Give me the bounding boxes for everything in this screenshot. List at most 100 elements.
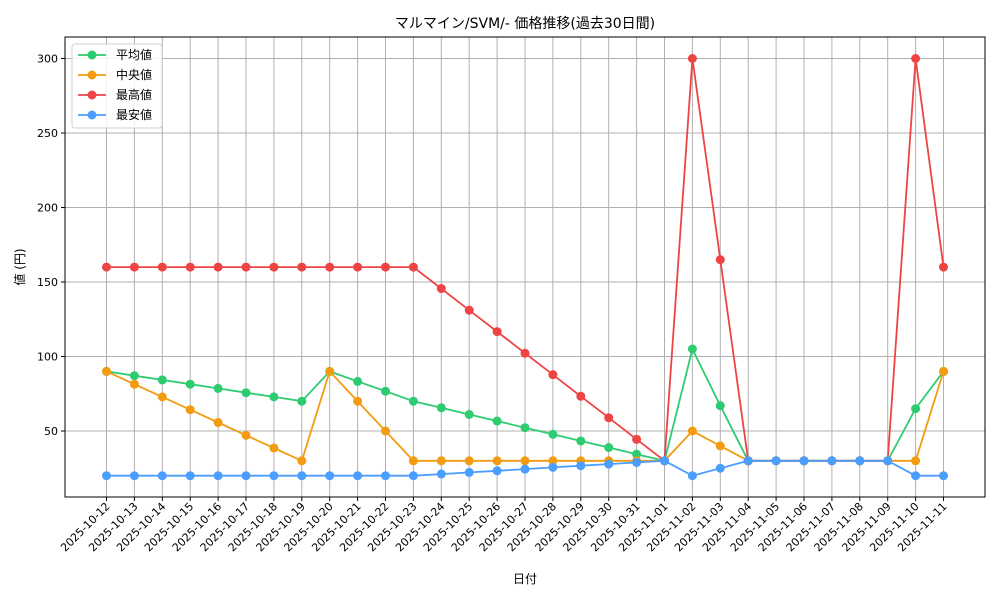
data-point — [129, 379, 139, 389]
data-point — [213, 262, 223, 272]
data-point — [408, 396, 418, 406]
legend-marker — [87, 70, 97, 80]
y-tick-label: 100 — [37, 351, 58, 364]
data-point — [939, 471, 948, 481]
data-point — [213, 471, 223, 481]
data-point — [129, 371, 139, 381]
data-point — [241, 262, 251, 272]
data-point — [269, 443, 279, 453]
data-point — [520, 456, 530, 466]
data-point — [687, 426, 697, 436]
chart-title: マルマイン/SVM/- 価格推移(過去30日間) — [395, 16, 655, 32]
data-point — [939, 366, 948, 376]
legend-label: 平均値 — [116, 47, 152, 62]
data-point — [185, 262, 195, 272]
data-point — [492, 327, 502, 337]
data-point — [269, 392, 279, 402]
data-point — [548, 429, 558, 439]
data-point — [604, 413, 614, 423]
data-point — [381, 471, 390, 481]
data-point — [353, 262, 363, 272]
data-point — [520, 423, 530, 433]
data-point — [241, 471, 251, 481]
data-point — [297, 456, 307, 466]
x-axis: 2025-10-122025-10-132025-10-142025-10-15… — [58, 497, 950, 554]
data-point — [157, 262, 167, 272]
legend-marker — [87, 50, 97, 60]
data-point — [687, 54, 697, 63]
data-point — [213, 383, 223, 393]
legend-marker — [87, 90, 97, 100]
data-point — [408, 456, 418, 466]
data-point — [381, 262, 390, 272]
data-point — [381, 386, 390, 396]
legend-box — [71, 43, 163, 129]
data-point — [353, 471, 363, 481]
data-point — [325, 262, 335, 272]
data-point — [492, 456, 502, 466]
data-point — [185, 405, 195, 415]
data-point — [911, 54, 921, 63]
data-point — [408, 262, 418, 272]
data-point — [269, 262, 279, 272]
data-point — [520, 464, 530, 474]
data-point — [492, 466, 502, 476]
data-point — [269, 471, 279, 481]
data-point — [241, 430, 251, 440]
data-point — [604, 459, 614, 469]
data-point — [632, 434, 642, 444]
data-point — [715, 255, 725, 265]
data-point — [157, 471, 167, 481]
data-point — [381, 426, 390, 436]
data-point — [743, 456, 753, 466]
series-layer — [102, 54, 948, 481]
data-point — [715, 401, 725, 411]
data-point — [687, 344, 697, 354]
data-point — [129, 262, 139, 272]
data-point — [241, 388, 251, 398]
data-point — [520, 348, 530, 358]
data-point — [548, 456, 558, 466]
data-point — [632, 449, 642, 459]
data-point — [939, 262, 948, 272]
data-point — [883, 456, 893, 466]
data-point — [102, 262, 111, 272]
data-point — [464, 467, 474, 477]
data-point — [799, 456, 809, 466]
y-tick-label: 150 — [37, 276, 58, 289]
data-point — [436, 456, 446, 466]
y-axis-title: 値 (円) — [12, 248, 27, 285]
data-point — [213, 418, 223, 428]
data-point — [157, 375, 167, 385]
data-point — [548, 370, 558, 380]
legend-item: 中央値 — [78, 67, 152, 82]
data-point — [548, 462, 558, 472]
data-point — [464, 409, 474, 419]
y-tick-label: 50 — [44, 425, 58, 438]
data-point — [353, 376, 363, 386]
data-point — [185, 471, 195, 481]
legend-label: 中央値 — [116, 67, 152, 82]
data-point — [827, 456, 837, 466]
data-point — [576, 436, 586, 446]
y-axis: 50 100 150 200 250 300 — [37, 53, 65, 438]
data-point — [715, 463, 725, 473]
legend-label: 最安値 — [116, 107, 152, 122]
data-point — [464, 456, 474, 466]
data-point — [911, 456, 921, 466]
data-point — [325, 471, 335, 481]
data-point — [436, 284, 446, 294]
data-point — [325, 366, 335, 376]
data-point — [408, 471, 418, 481]
legend-item: 最安値 — [78, 107, 152, 122]
series-line — [102, 456, 948, 481]
data-point — [297, 262, 307, 272]
data-point — [297, 396, 307, 406]
data-point — [102, 366, 111, 376]
data-point — [129, 471, 139, 481]
data-point — [436, 469, 446, 479]
data-point — [185, 379, 195, 389]
